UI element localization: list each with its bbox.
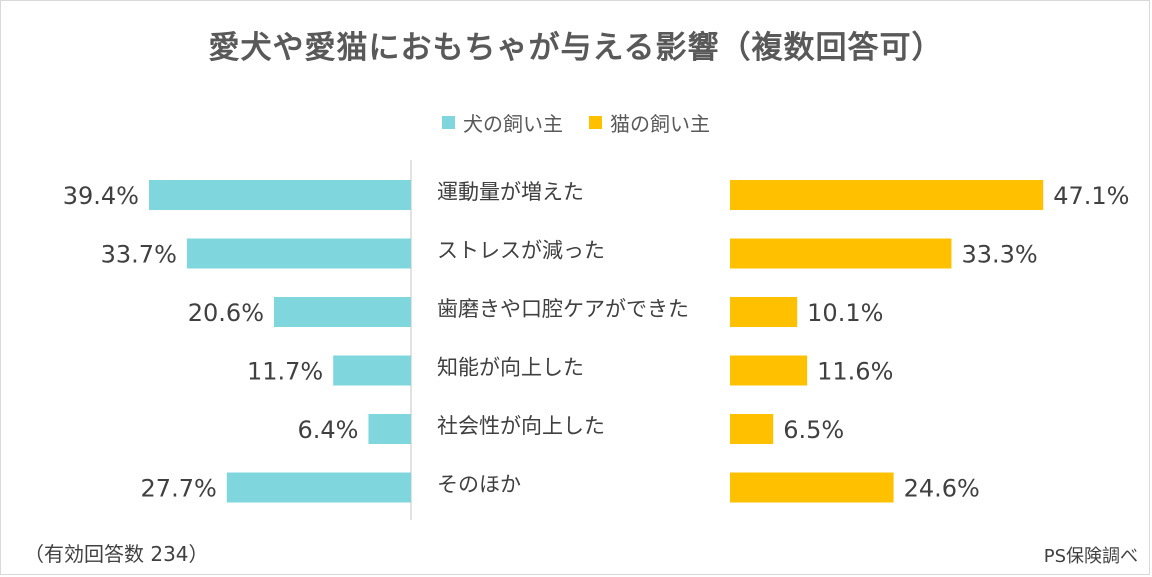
source-credit: PS保険調べ	[1043, 546, 1138, 567]
dog-bar-5	[226, 472, 411, 503]
legend-swatch-cat	[589, 116, 602, 129]
cat-bar-0	[730, 180, 1044, 210]
cat-data-label-4: 6.5%	[783, 416, 844, 444]
cat-bar-5	[730, 472, 894, 503]
cat-bar-2	[730, 297, 798, 327]
category-label-0: 運動量が増えた	[437, 180, 584, 204]
dog-data-label-5: 27.7%	[141, 475, 217, 503]
category-label-3: 知能が向上した	[437, 356, 584, 380]
cat-data-label-2: 10.1%	[807, 299, 883, 327]
dog-data-label-4: 6.4%	[297, 416, 358, 444]
category-label-5: そのほか	[437, 473, 521, 497]
cat-bar-4	[730, 414, 774, 444]
dog-bar-0	[148, 180, 412, 210]
legend-item-dog: 犬の飼い主	[442, 108, 563, 137]
dog-data-label-2: 20.6%	[188, 299, 264, 327]
dog-bar-1	[186, 238, 411, 269]
cat-data-label-0: 47.1%	[1053, 182, 1129, 210]
category-label-1: ストレスが減った	[437, 239, 605, 263]
response-count-note: （有効回答数 234）	[24, 542, 209, 566]
category-label-4: 社会性が向上した	[437, 414, 605, 438]
cat-bar-1	[730, 238, 952, 269]
cat-bar-3	[730, 355, 808, 386]
dog-data-label-0: 39.4%	[63, 182, 139, 210]
dog-bar-2	[274, 297, 411, 327]
cat-data-label-5: 24.6%	[904, 475, 980, 503]
chart-title: 愛犬や愛猫におもちゃが与える影響（複数回答可）	[208, 30, 944, 66]
dog-bar-4	[368, 414, 411, 444]
cat-data-label-3: 11.6%	[817, 358, 893, 386]
legend-label-dog: 犬の飼い主	[463, 112, 563, 136]
dog-data-label-1: 33.7%	[101, 241, 177, 269]
cat-data-label-1: 33.3%	[961, 241, 1037, 269]
dog-bar-3	[333, 355, 411, 386]
legend-label-cat: 猫の飼い主	[610, 112, 710, 136]
category-label-2: 歯磨きや口腔ケアができた	[437, 297, 689, 321]
legend-swatch-dog	[442, 116, 455, 129]
legend-item-cat: 猫の飼い主	[589, 108, 710, 137]
legend: 犬の飼い主 猫の飼い主	[0, 108, 1152, 137]
dog-data-label-3: 11.7%	[247, 358, 323, 386]
